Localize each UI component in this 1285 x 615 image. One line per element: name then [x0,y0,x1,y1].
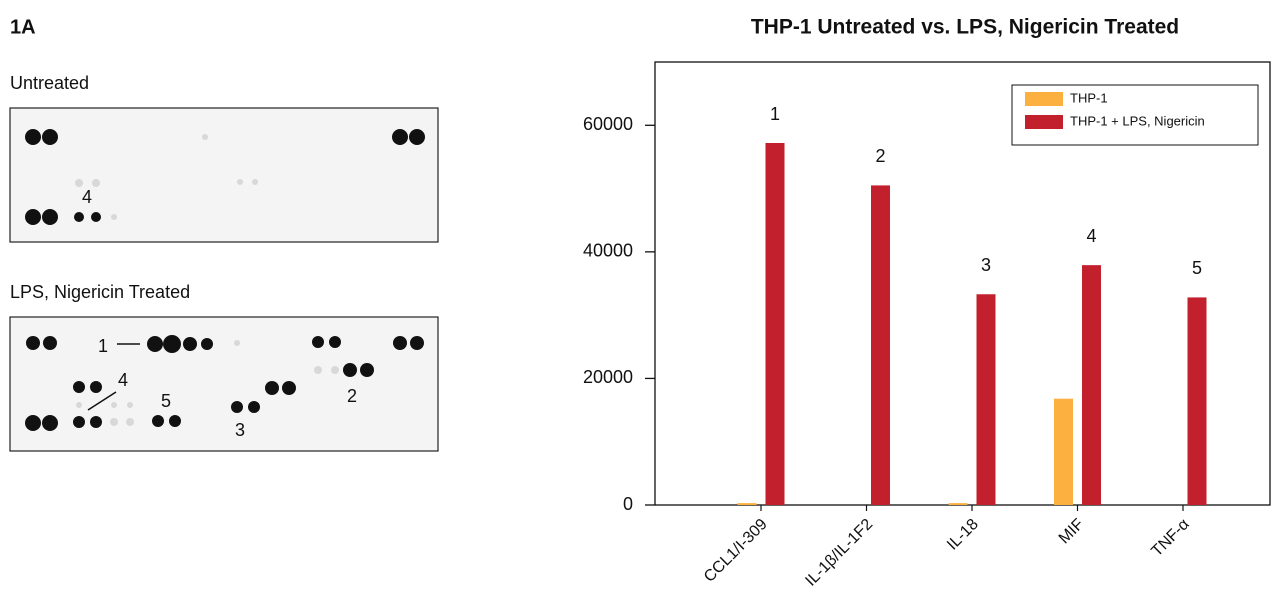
legend-swatch [1025,115,1063,129]
legend-label: THP-1 + LPS, Nigericin [1070,113,1205,128]
spot [90,381,102,393]
blot-title: LPS, Nigericin Treated [10,282,190,302]
faint-spot [76,402,82,408]
faint-spot [234,340,240,346]
spot [25,209,41,225]
spot [25,415,41,431]
spot [152,415,164,427]
blot-untreated [9,107,439,243]
spot [329,336,341,348]
spot-label: 4 [118,370,128,390]
spot [90,416,102,428]
bar [737,503,757,505]
spot [73,416,85,428]
faint-spot [252,179,258,185]
bar [976,294,996,505]
blot-spots [25,129,425,431]
faint-spot [92,179,100,187]
spot [393,336,407,350]
spot [169,415,181,427]
spot [43,336,57,350]
chart-title: THP-1 Untreated vs. LPS, Nigericin Treat… [751,16,1179,39]
y-tick-label: 20000 [583,367,633,387]
spot [42,129,58,145]
x-tick-label: MIF [1056,516,1088,548]
spot [410,336,424,350]
bar-annotation: 1 [770,104,780,124]
spot [26,336,40,350]
bar-annotation: 5 [1192,258,1202,278]
spot [343,363,357,377]
x-tick-label: TNF-α [1148,516,1192,560]
panel-label: 1A [10,16,36,38]
y-tick-label: 40000 [583,241,633,261]
spot [392,129,408,145]
spot [163,335,181,353]
bar [1187,297,1207,505]
spot-label: 1 [98,336,108,356]
spot [183,337,197,351]
bar [1082,265,1101,505]
faint-spot [111,402,117,408]
spot [74,212,84,222]
faint-spot [314,366,322,374]
y-tick-label: 60000 [583,114,633,134]
legend-swatch [1025,92,1063,106]
y-tick-label: 0 [623,494,633,514]
spot [360,363,374,377]
faint-spot [75,179,83,187]
faint-spot [127,402,133,408]
bar [1054,398,1073,505]
spot [265,381,279,395]
spot [147,336,163,352]
spot [25,129,41,145]
spot [42,415,58,431]
spot [312,336,324,348]
spot [409,129,425,145]
x-tick-label: CCL1/I-309 [701,516,771,586]
spot-label: 2 [347,386,357,406]
spot [42,209,58,225]
bar-annotation: 2 [875,146,885,166]
faint-spot [331,366,339,374]
faint-spot [237,179,243,185]
spot [91,212,101,222]
faint-spot [110,418,118,426]
bar [948,503,968,505]
faint-spot [202,134,208,140]
spot [282,381,296,395]
spot [73,381,85,393]
faint-spot [111,214,117,220]
bar-annotation: 4 [1086,226,1096,246]
spot [201,338,213,350]
bar [765,143,785,505]
x-tick-label: IL-18 [944,516,982,554]
spot-label: 5 [161,391,171,411]
spot-label: 4 [82,187,92,207]
pointer [87,391,117,411]
spot [248,401,260,413]
legend-label: THP-1 [1070,90,1108,105]
x-tick-label: IL-1β/IL-1F2 [802,516,876,590]
faint-spot [126,418,134,426]
bar-annotation: 3 [981,255,991,275]
spot [231,401,243,413]
bar [871,185,890,505]
spot-label: 3 [235,420,245,440]
blot-title: Untreated [10,73,89,93]
